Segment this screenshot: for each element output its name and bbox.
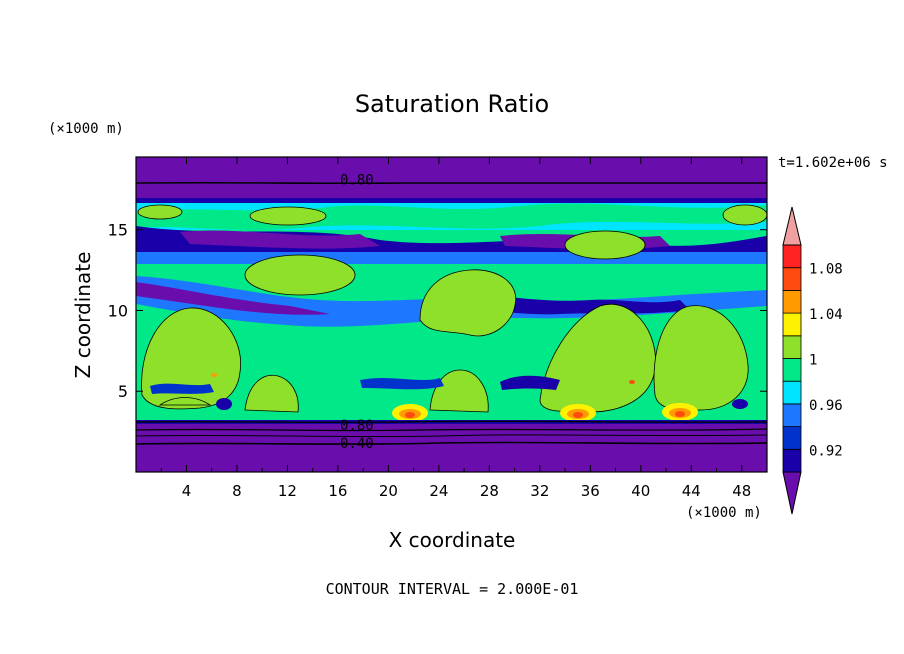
cloud-column-24km <box>419 269 517 337</box>
contour-label: 0.80 <box>340 418 374 434</box>
colorbar-segment <box>782 244 802 269</box>
colorbar-segment <box>782 380 802 405</box>
contour-labels: 0.80 0.80 0.40 <box>340 173 374 452</box>
cloud-column-2km <box>141 307 242 410</box>
low-dark-streak-32km <box>500 375 560 390</box>
plot-frame <box>135 156 768 473</box>
low-blue-streak-center <box>360 378 444 390</box>
cloud-17km-west <box>137 204 183 220</box>
x-tick-label: 44 <box>682 482 701 500</box>
core-spot-6km <box>211 373 217 377</box>
cloud-17km <box>249 206 327 226</box>
colorbar: 1.08 1.04 1 0.96 0.92 <box>782 206 843 515</box>
core-35km-red <box>573 412 583 418</box>
contour-regions <box>136 157 767 472</box>
time-label: t=1.602e+06 s <box>778 155 888 171</box>
colorbar-upper-triangle <box>782 206 802 246</box>
y-tick-label: 10 <box>108 301 128 320</box>
x-tick-label: 48 <box>732 482 751 500</box>
x-axis-ticks: 4 8 12 16 20 24 28 32 36 40 44 48 <box>160 157 751 500</box>
colorbar-segment <box>782 267 802 291</box>
x-tick-label: 28 <box>480 482 499 500</box>
colorbar-lower-triangle <box>782 471 802 515</box>
y-axis-label: Z coordinate <box>71 252 95 379</box>
y-axis-ticks: 5 10 15 <box>108 221 767 401</box>
x-tick-label: 20 <box>379 482 398 500</box>
contour-line-080-upper <box>136 181 767 185</box>
x-tick-label: 12 <box>278 482 297 500</box>
cloud-low-23km <box>429 369 489 413</box>
core-43km-red <box>675 411 685 417</box>
contour-line-040 <box>136 441 767 445</box>
x-axis-units: (×1000 m) <box>686 505 762 521</box>
cloud-17km-east <box>722 204 767 226</box>
upper-band-dark <box>136 198 767 207</box>
low-dark-spot-7km <box>216 398 232 410</box>
y-tick-label: 5 <box>118 382 128 401</box>
x-tick-label: 16 <box>328 482 347 500</box>
cloud-low-3km <box>158 397 212 406</box>
cloud-14km-east <box>564 230 646 260</box>
x-tick-label: 40 <box>631 482 650 500</box>
blue-band-13km <box>136 252 767 264</box>
x-tick-label: 32 <box>530 482 549 500</box>
contour-line-060-lower <box>136 428 767 432</box>
contour-label: 0.80 <box>340 173 374 189</box>
y-tick-label: 15 <box>108 221 128 240</box>
y-axis-units: (×1000 m) <box>48 121 124 137</box>
upper-dry-layer <box>136 157 767 198</box>
colorbar-label: 0.96 <box>809 398 843 414</box>
core-spot-39km <box>629 380 635 384</box>
low-dark-spot-48km <box>732 399 748 409</box>
colorbar-segment <box>782 448 802 473</box>
colorbar-label: 1.08 <box>809 262 843 278</box>
x-axis-label: X coordinate <box>389 528 516 552</box>
chart-title: Saturation Ratio <box>355 90 549 118</box>
colorbar-segment <box>782 358 802 382</box>
colorbar-label: 0.92 <box>809 443 843 459</box>
colorbar-segment <box>782 289 802 314</box>
colorbar-label: 1.04 <box>809 307 843 323</box>
x-tick-label: 36 <box>581 482 600 500</box>
cloud-low-10km <box>244 374 299 413</box>
cloud-11km-west <box>244 254 356 296</box>
colorbar-label: 1 <box>809 353 817 369</box>
low-blue-streak-west <box>150 383 214 394</box>
purple-streak-15km <box>180 230 380 249</box>
contour-line-050 <box>136 434 767 438</box>
colorbar-segment <box>782 335 802 359</box>
contour-interval-footer: CONTOUR INTERVAL = 2.000E-01 <box>326 580 579 598</box>
contour-label: 0.40 <box>340 436 374 452</box>
colorbar-segment <box>782 426 802 450</box>
boundary-dry-layer <box>136 424 767 472</box>
x-tick-label: 24 <box>429 482 448 500</box>
plot-area <box>136 157 767 472</box>
boundary-dark-edge <box>136 420 767 426</box>
colorbar-segment <box>782 403 802 427</box>
core-20km-red <box>405 412 415 418</box>
x-tick-label: 4 <box>182 482 192 500</box>
mid-purple-streak-west <box>136 282 330 315</box>
colorbar-segment <box>782 312 802 337</box>
contour-line-080-lower <box>136 420 767 423</box>
x-tick-label: 8 <box>232 482 242 500</box>
